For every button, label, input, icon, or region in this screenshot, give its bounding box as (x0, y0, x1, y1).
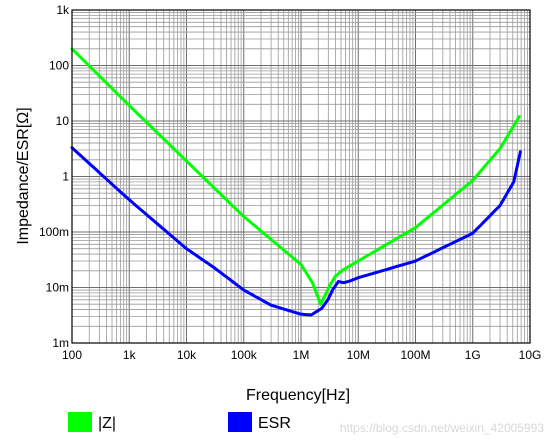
x-tick-label: 100M (400, 348, 430, 362)
tick-labels: 100 1k 10k 100k 1M 10M 100M 1G 10G 1m 10m 100m 1 10 10… (39, 3, 541, 362)
y-axis-title: Impedance/ESR[Ω] (15, 107, 32, 244)
x-axis-title: Frequency[Hz] (246, 387, 350, 404)
x-tick-label: 100k (231, 348, 258, 362)
series-line-esr (70, 146, 522, 317)
series-line-impedance (70, 47, 521, 306)
legend-label-impedance: |Z| (98, 415, 116, 432)
plot-frame (71, 9, 531, 344)
x-tick-label: 1k (123, 348, 137, 362)
legend-swatch-impedance (68, 412, 92, 432)
watermark: https://blog.csdn.net/weixin_42005993 (340, 421, 544, 435)
x-tick-label: 100 (62, 348, 82, 362)
legend-swatch-esr (228, 412, 252, 432)
grid (71, 10, 530, 344)
x-tick-label: 1M (293, 348, 310, 362)
y-tick-label: 100 (49, 59, 69, 73)
y-tick-label: 1 (62, 170, 69, 184)
y-tick-label: 100m (39, 225, 69, 239)
x-tick-label: 10M (347, 348, 370, 362)
y-tick-label: 10m (46, 281, 69, 295)
x-tick-label: 10k (177, 348, 197, 362)
y-tick-label: 1k (56, 3, 70, 17)
x-tick-label: 1G (465, 348, 481, 362)
y-tick-label: 1m (52, 336, 69, 350)
legend: |Z| ESR (68, 412, 291, 432)
y-tick-label: 10 (56, 114, 70, 128)
x-tick-label: 10G (519, 348, 542, 362)
series-layer (70, 47, 522, 317)
legend-label-esr: ESR (258, 415, 291, 432)
